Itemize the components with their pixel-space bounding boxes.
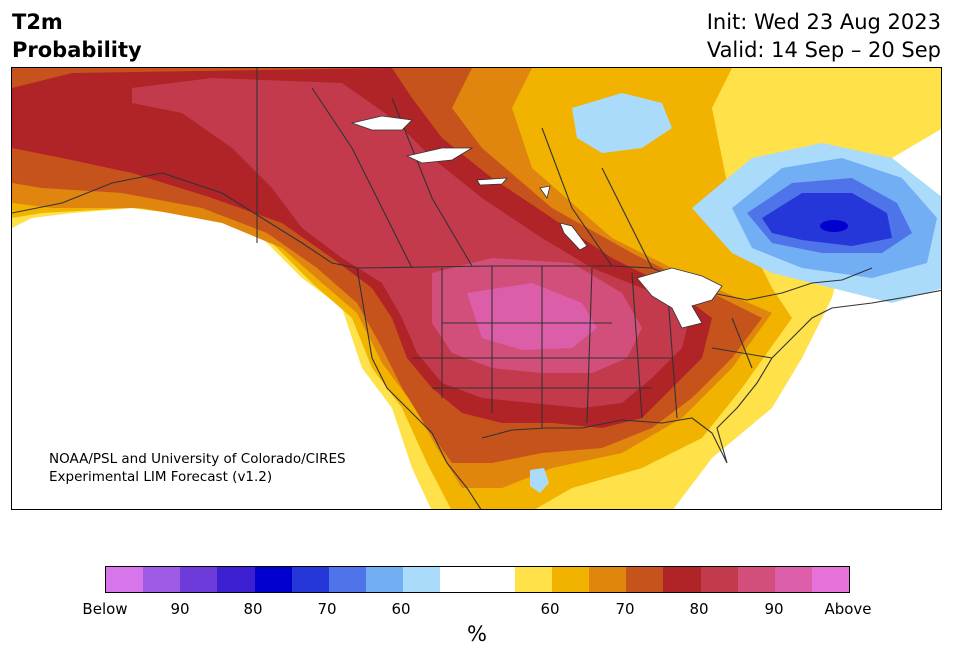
cool-80-core	[820, 220, 848, 232]
cool-fields	[530, 93, 941, 493]
west-coastline	[12, 172, 482, 509]
probability-map	[11, 67, 942, 510]
cool-75-field	[762, 193, 892, 246]
cool-60-mexico-field	[530, 468, 549, 493]
colorbar-unit: %	[467, 622, 487, 646]
colorbar-segment	[551, 567, 590, 592]
colorbar-segment	[254, 567, 292, 592]
map-title: T2m Probability	[12, 8, 142, 64]
colorbar-segment	[106, 567, 144, 592]
lake-nipigon	[539, 185, 551, 199]
boundaries	[12, 68, 941, 509]
colorbar-segment	[811, 567, 850, 592]
lakes	[350, 115, 723, 329]
credit-line-2: Experimental LIM Forecast (v1.2)	[49, 469, 273, 485]
great-lakes	[636, 267, 723, 329]
colorbar-tick-label: Above	[824, 600, 872, 618]
title-line-1: T2m	[12, 10, 63, 34]
lake-winnipeg	[559, 222, 588, 251]
warm-95-field	[467, 283, 597, 350]
colorbar-segment	[477, 567, 515, 592]
colorbar-tick-label: 80	[689, 600, 709, 618]
colorbar-segment	[143, 567, 181, 592]
gulf-coastline	[481, 289, 941, 464]
colorbar-segment	[514, 567, 552, 592]
forecast-dates: Init: Wed 23 Aug 2023 Valid: 14 Sep – 20…	[707, 8, 941, 64]
athabasca-lake	[476, 177, 508, 186]
credit-line-1: NOAA/PSL and University of Colorado/CIRE…	[49, 451, 346, 467]
colorbar-segment	[737, 567, 775, 592]
colorbar-segment	[626, 567, 664, 592]
credit-text: NOAA/PSL and University of Colorado/CIRE…	[49, 450, 346, 486]
colorbar-segment	[180, 567, 218, 592]
colorbar-segment	[366, 567, 404, 592]
colorbar-labels: Below 90 80 70 60 60 70 80 90 Above	[0, 600, 953, 620]
colorbar-tick-label: 60	[540, 600, 560, 618]
init-date: Init: Wed 23 Aug 2023	[706, 10, 941, 34]
canada-province-lines	[311, 87, 653, 269]
colorbar-tick-label: Below	[82, 600, 128, 618]
colorbar-segment	[700, 567, 738, 592]
colorbar-segment	[291, 567, 329, 592]
colorbar-tick-label: 60	[391, 600, 411, 618]
warm-fields	[12, 68, 941, 509]
cool-60-field	[572, 93, 672, 153]
valid-date: Valid: 14 Sep – 20 Sep	[706, 38, 941, 62]
colorbar-segment	[440, 567, 478, 592]
colorbar-segment	[589, 567, 627, 592]
colorbar-segment	[217, 567, 255, 592]
state-lines	[412, 266, 773, 428]
colorbar-tick-label: 90	[764, 600, 784, 618]
title-line-2: Probability	[12, 38, 142, 62]
colorbar-tick-label: 70	[615, 600, 635, 618]
great-bear-lake	[350, 115, 413, 131]
colorbar-segment	[774, 567, 812, 592]
colorbar	[105, 566, 850, 593]
great-slave-lake	[405, 147, 474, 164]
map-canvas	[12, 68, 941, 509]
colorbar-segment	[663, 567, 701, 592]
colorbar-tick-label: 90	[170, 600, 190, 618]
colorbar-tick-label: 70	[317, 600, 337, 618]
colorbar-tick-label: 80	[243, 600, 263, 618]
colorbar-segment	[403, 567, 441, 592]
colorbar-segment	[328, 567, 367, 592]
